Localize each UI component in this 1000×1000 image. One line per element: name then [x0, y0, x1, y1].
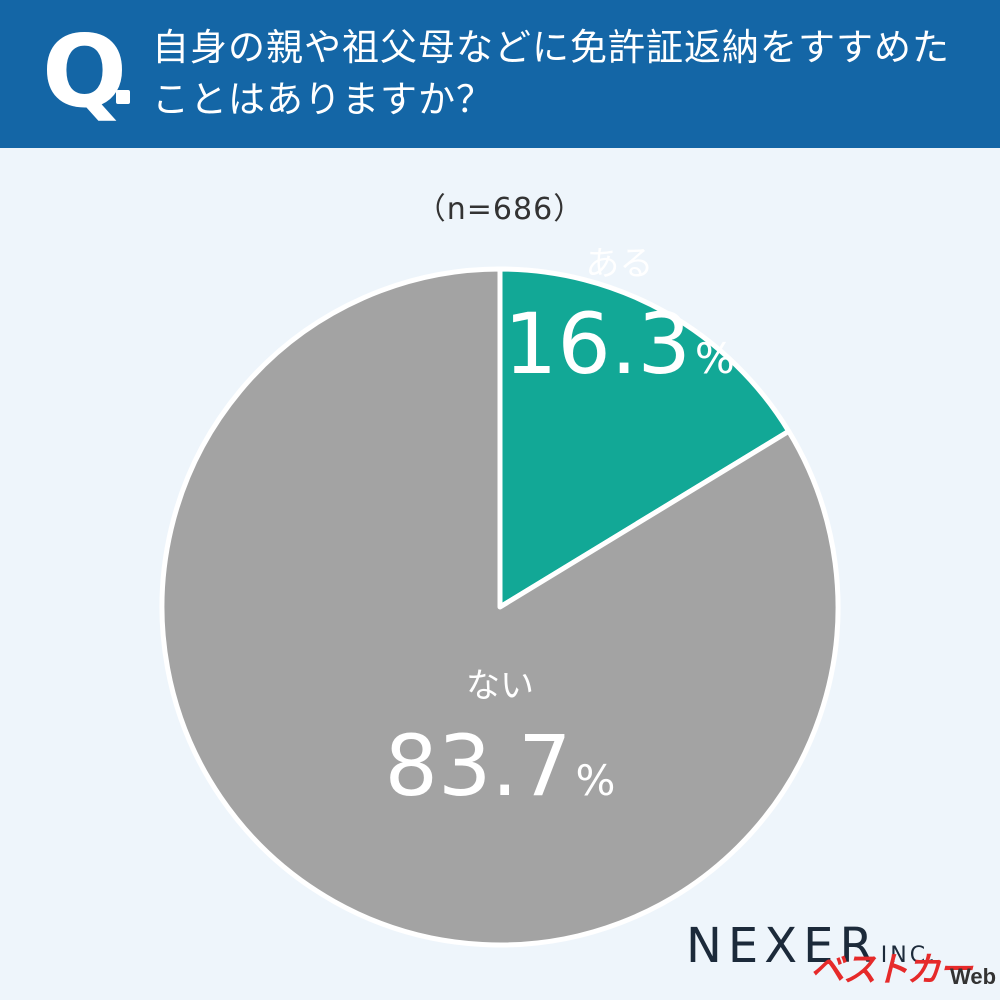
pie-slices [159, 266, 841, 948]
logo-text: NEXER [686, 918, 879, 974]
slice-value-unit-1: % [576, 756, 616, 805]
slice-label-0: ある [585, 244, 653, 284]
pie-slice-0 [497, 266, 792, 610]
logo-suffix: INC. [880, 943, 939, 968]
slice-value-0: 16.3% [504, 295, 735, 393]
question-header: Q 自身の親や祖父母などに免許証返納をすすめたことはありますか？ [0, 0, 1000, 148]
watermark-logo: ベストカー [810, 950, 973, 990]
pie-slice-1 [159, 266, 841, 948]
watermark-web: Web [950, 964, 997, 989]
slice-value-1: 83.7% [385, 717, 616, 815]
slice-value-number-1: 83.7 [385, 717, 572, 815]
question-text: 自身の親や祖父母などに免許証返納をすすめたことはありますか？ [152, 26, 950, 121]
slice-label-1: ない [466, 666, 534, 706]
q-mark: Q [42, 13, 128, 130]
q-dot [116, 90, 130, 104]
slice-value-number-0: 16.3 [504, 295, 691, 393]
sample-size-label: （n=686） [415, 192, 585, 227]
pie-labels: ある 16.3% ない 83.7% [385, 244, 735, 815]
nexer-logo: NEXERINC. [686, 918, 938, 984]
slice-value-unit-0: % [695, 334, 735, 383]
